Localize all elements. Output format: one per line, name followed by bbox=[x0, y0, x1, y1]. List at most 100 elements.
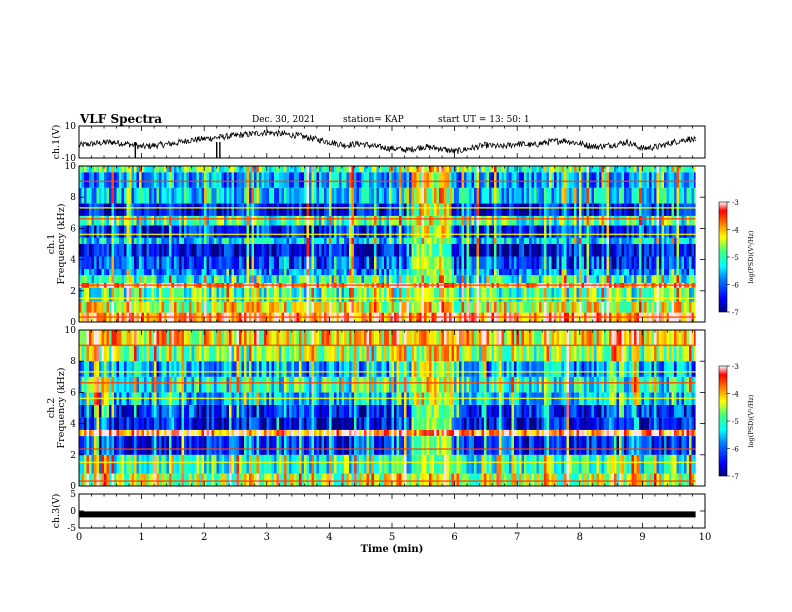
spec2-cell bbox=[164, 436, 167, 455]
spec1-cell bbox=[329, 244, 332, 257]
spec2-cell bbox=[639, 436, 642, 455]
spec1-cell bbox=[281, 172, 285, 188]
spec2-cell bbox=[341, 473, 345, 486]
spec1-cell bbox=[356, 215, 360, 226]
spec1-cell bbox=[514, 166, 517, 173]
spec1-cell bbox=[331, 244, 335, 257]
spec1-cell bbox=[184, 166, 187, 173]
spec2-cell bbox=[451, 454, 455, 474]
spec1-cell bbox=[486, 256, 490, 269]
spec1-cell bbox=[374, 237, 377, 244]
spec1-cell bbox=[544, 256, 547, 269]
spec2-cell bbox=[564, 429, 567, 436]
spec1-cell bbox=[534, 166, 537, 173]
spec2-cell bbox=[584, 436, 587, 455]
spec1-cell bbox=[616, 301, 620, 313]
spec1-cell bbox=[451, 215, 455, 226]
spec1-cell bbox=[339, 237, 342, 244]
spec1-cell bbox=[164, 269, 167, 276]
spec2-cell bbox=[304, 454, 307, 474]
spec1-cell bbox=[226, 269, 230, 276]
spec1-cell bbox=[339, 215, 342, 226]
spec1-cell bbox=[624, 187, 627, 204]
spec2-cell bbox=[284, 429, 287, 436]
spec2-cell bbox=[126, 473, 130, 486]
spec1-cell bbox=[511, 237, 515, 244]
spec1-cell bbox=[436, 244, 440, 257]
spec1-cell bbox=[371, 187, 375, 204]
spec1-cell bbox=[284, 244, 287, 257]
spec1-cell bbox=[99, 244, 102, 257]
spec1-cell bbox=[409, 287, 412, 302]
spec1-cell bbox=[326, 287, 330, 302]
spec2-cell bbox=[394, 473, 397, 486]
spec1-ylabel-line: ch.1 bbox=[46, 234, 57, 255]
spec1-cell bbox=[79, 203, 82, 216]
spec1-cell bbox=[304, 166, 307, 173]
spec1-cell bbox=[384, 244, 387, 257]
spec2-cell bbox=[534, 436, 537, 455]
spec1-cell bbox=[409, 187, 412, 204]
spec2-cell bbox=[174, 436, 177, 455]
spec1-cell bbox=[484, 172, 487, 188]
spec1-cell bbox=[376, 172, 380, 188]
spec1-cell bbox=[461, 166, 465, 173]
spec1-cell bbox=[644, 287, 647, 302]
spec1-cell bbox=[161, 244, 165, 257]
spec2-cell bbox=[134, 473, 137, 486]
spec1-cell bbox=[269, 215, 272, 226]
spec1-cell bbox=[236, 237, 240, 244]
spec2-cell bbox=[319, 429, 322, 436]
spec1-cell bbox=[191, 203, 195, 216]
spec1-cell bbox=[479, 244, 482, 257]
spec1-cell bbox=[611, 225, 615, 238]
spec1-cell bbox=[541, 237, 545, 244]
spec2-cell bbox=[584, 473, 587, 486]
spec1-cell bbox=[161, 301, 165, 313]
spec1-cell bbox=[561, 269, 565, 276]
spec1-cell bbox=[299, 269, 302, 276]
spec1-cell bbox=[186, 166, 190, 173]
spec1-cell bbox=[256, 237, 260, 244]
spec1-cell bbox=[324, 287, 327, 302]
spec1-cell bbox=[576, 275, 580, 283]
spec2-cell bbox=[211, 454, 215, 474]
spec1-cell bbox=[416, 187, 420, 204]
spec1-cell bbox=[574, 256, 577, 269]
spec1-cell bbox=[404, 237, 407, 244]
spec1-cell bbox=[629, 187, 632, 204]
spec1-cell bbox=[344, 187, 347, 204]
spec2-cell bbox=[636, 454, 640, 474]
spec2-cell bbox=[216, 436, 220, 455]
spec2-cell bbox=[691, 429, 695, 436]
spec1-cell bbox=[404, 187, 407, 204]
spec1-cell bbox=[571, 269, 575, 276]
spec2-cell bbox=[359, 429, 362, 436]
spec1-cell bbox=[109, 225, 112, 238]
spec1-cell bbox=[491, 237, 495, 244]
spec1-cell bbox=[179, 256, 182, 269]
spec1-cell bbox=[546, 301, 550, 313]
spec2-cell bbox=[676, 473, 680, 486]
spec2-cell bbox=[136, 454, 140, 474]
spec1-cell bbox=[216, 256, 220, 269]
spec1-cell bbox=[499, 269, 502, 276]
spec1-cell bbox=[599, 172, 602, 188]
spec2-cell bbox=[661, 473, 665, 486]
spec1-cell bbox=[116, 166, 120, 173]
spec1-cell bbox=[389, 187, 392, 204]
spec1-cell bbox=[509, 172, 512, 188]
spec2-cell bbox=[619, 436, 622, 455]
spec1-cell bbox=[196, 187, 200, 204]
spec1-cell bbox=[501, 287, 505, 302]
spec1-cell bbox=[171, 301, 175, 313]
spec1-cell bbox=[91, 215, 95, 226]
spec1-cell bbox=[236, 215, 240, 226]
spec1-cell bbox=[371, 287, 375, 302]
spec1-cell bbox=[399, 225, 402, 238]
spec2-cell bbox=[554, 429, 557, 436]
spec1-cell bbox=[686, 275, 690, 283]
spec1-cell bbox=[161, 269, 165, 276]
spec1-cell bbox=[334, 215, 337, 226]
spec2-cell bbox=[486, 429, 490, 436]
